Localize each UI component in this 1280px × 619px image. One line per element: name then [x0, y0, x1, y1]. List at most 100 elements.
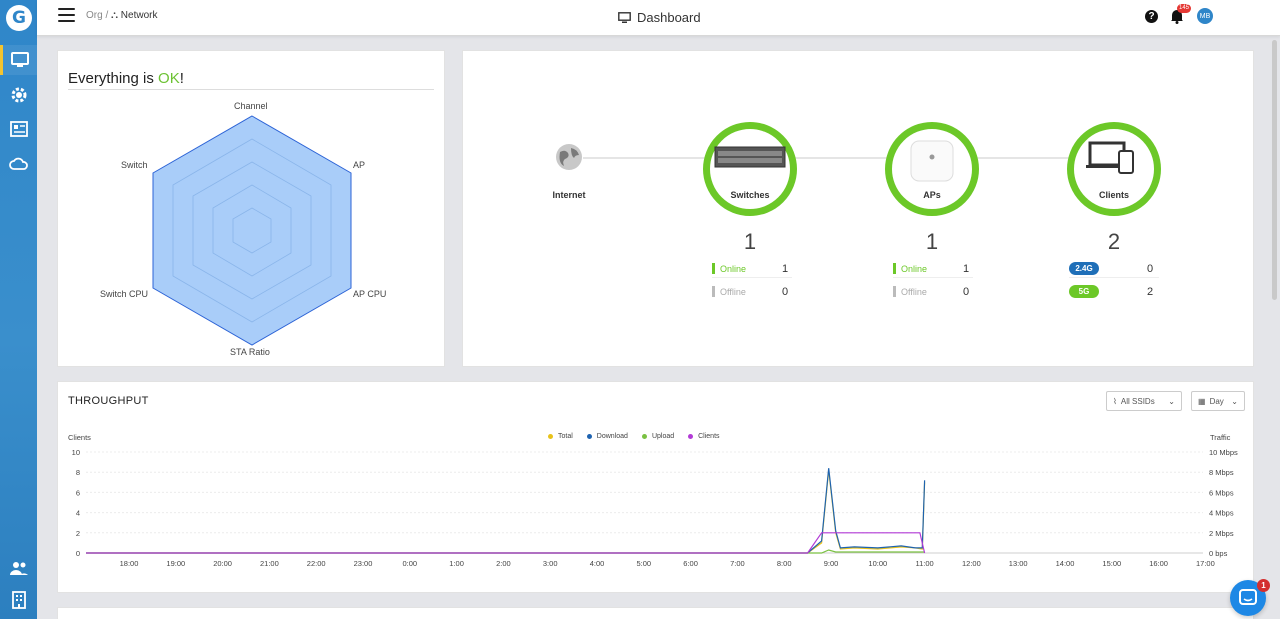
x-tick-label: 6:00 — [683, 559, 698, 568]
avatar[interactable]: MB — [1197, 8, 1213, 24]
radar-axis-ap: AP — [353, 160, 366, 170]
clients-node[interactable] — [1067, 122, 1161, 216]
x-tick-label: 0:00 — [402, 559, 417, 568]
radar-axis-sta-ratio: STA Ratio — [230, 347, 270, 357]
clients-band-5-row: 5G 2 — [1069, 284, 1159, 302]
x-tick-label: 8:00 — [777, 559, 792, 568]
chat-icon — [1239, 589, 1257, 605]
sidebar-item-dashboard[interactable] — [0, 45, 37, 75]
legend-item-download[interactable]: Download — [586, 433, 628, 440]
y-tick-label-right: 2 Mbps — [1209, 529, 1234, 538]
aps-offline-row: Offline 0 — [893, 284, 973, 302]
help-icon[interactable]: ? — [1145, 10, 1158, 23]
chart-legend: Total Download Upload Clients — [548, 433, 720, 440]
y-tick-label-left: 4 — [76, 509, 80, 518]
x-tick-label: 12:00 — [962, 559, 981, 568]
x-tick-label: 18:00 — [120, 559, 139, 568]
internet-label: Internet — [552, 190, 586, 200]
legend-item-total[interactable]: Total — [548, 433, 573, 440]
x-tick-label: 16:00 — [1149, 559, 1168, 568]
legend-item-upload[interactable]: Upload — [641, 433, 674, 440]
x-tick-label: 7:00 — [730, 559, 745, 568]
sidebar-item-organization[interactable] — [0, 585, 37, 615]
aps-label: APs — [923, 190, 941, 200]
y-tick-label-left: 2 — [76, 529, 80, 538]
access-point-icon — [910, 140, 954, 182]
y-tick-label-right: 6 Mbps — [1209, 488, 1234, 497]
calendar-icon: ▦ — [1198, 396, 1206, 406]
aps-online-row: Online 1 — [893, 261, 973, 279]
x-tick-label: 1:00 — [449, 559, 464, 568]
users-icon — [9, 562, 28, 575]
breadcrumb-network[interactable]: ⛬ Network — [111, 10, 158, 21]
breadcrumb-org[interactable]: Org / — [86, 10, 109, 21]
scrollbar[interactable] — [1272, 40, 1277, 300]
x-tick-label: 13:00 — [1009, 559, 1028, 568]
switches-label: Switches — [730, 190, 770, 200]
series-line-clients — [86, 532, 926, 554]
clients-label: Clients — [1098, 190, 1129, 200]
aps-node[interactable] — [885, 122, 979, 216]
topology-link — [583, 157, 1143, 159]
y-tick-label-right: 8 Mbps — [1209, 468, 1234, 477]
y-tick-label-right: 0 bps — [1209, 549, 1228, 558]
monitor-icon — [11, 52, 29, 67]
wifi-icon: ⌇ — [1113, 396, 1117, 406]
throughput-card: THROUGHPUT ⌇ All SSIDs ⌄ ▦ Day ⌄ Total Downl… — [57, 381, 1254, 593]
health-radar-chart — [152, 115, 352, 346]
chevron-down-icon: ⌄ — [1168, 396, 1175, 406]
sidebar-item-reports[interactable] — [0, 114, 37, 144]
x-tick-label: 4:00 — [590, 559, 605, 568]
x-tick-label: 15:00 — [1102, 559, 1121, 568]
sidebar-item-users[interactable] — [0, 553, 37, 583]
throughput-chart: 0 2 4 6 8 10 0 bps 2 Mbps 4 Mbps 6 Mbps 8 Mbps 10 M… — [72, 448, 1238, 568]
x-tick-label: 21:00 — [260, 559, 279, 568]
aps-count: 1 — [925, 229, 939, 254]
sidebar-item-cloud[interactable] — [0, 149, 37, 179]
series-line-total — [86, 470, 926, 554]
y-tick-label-left: 10 — [72, 448, 80, 457]
cloud-icon — [8, 157, 28, 170]
switches-online-row: Online 1 — [712, 261, 792, 279]
x-tick-label: 9:00 — [824, 559, 839, 568]
sidebar-item-settings[interactable] — [0, 80, 37, 110]
chat-badge: 1 — [1257, 579, 1270, 592]
x-tick-label: 20:00 — [213, 559, 232, 568]
building-icon — [11, 591, 26, 609]
sidebar: G — [0, 0, 37, 619]
throughput-title: THROUGHPUT — [68, 395, 149, 407]
topology-card: Internet Switches 1 Online 1 Offline 0 APs… — [462, 50, 1254, 367]
y-tick-label-left: 8 — [76, 468, 80, 477]
x-tick-label: 14:00 — [1056, 559, 1075, 568]
devices-icon — [1086, 141, 1134, 174]
y-tick-label-right: 10 Mbps — [1209, 448, 1238, 457]
y-tick-label-right: 4 Mbps — [1209, 509, 1234, 518]
radar-axis-switch: Switch — [121, 160, 148, 170]
legend-item-clients[interactable]: Clients — [688, 433, 720, 440]
x-tick-label: 10:00 — [868, 559, 887, 568]
clients-count: 2 — [1107, 229, 1121, 254]
range-filter-dropdown[interactable]: ▦ Day ⌄ — [1191, 391, 1245, 411]
app-logo[interactable]: G — [6, 5, 32, 31]
switches-node[interactable] — [703, 122, 797, 216]
switches-count: 1 — [743, 229, 757, 254]
x-tick-label: 11:00 — [915, 559, 933, 568]
gear-icon — [11, 87, 26, 103]
globe-icon — [556, 144, 582, 170]
menu-icon[interactable] — [58, 8, 75, 22]
ssid-filter-dropdown[interactable]: ⌇ All SSIDs ⌄ — [1106, 391, 1182, 411]
switch-icon — [714, 146, 786, 168]
health-status-title: Everything is OK! — [68, 70, 184, 87]
next-card — [57, 607, 1254, 619]
x-tick-label: 19:00 — [166, 559, 185, 568]
divider — [68, 89, 434, 90]
chevron-down-icon: ⌄ — [1231, 396, 1238, 406]
x-tick-label: 17:00 — [1196, 559, 1215, 568]
list-icon — [9, 121, 28, 137]
right-axis-title: Traffic — [1210, 433, 1231, 442]
notification-badge: 145 — [1177, 4, 1192, 13]
x-tick-label: 23:00 — [354, 559, 373, 568]
switches-offline-row: Offline 0 — [712, 284, 792, 302]
top-bar: Org / ⛬ Network Dashboard — [37, 0, 1280, 36]
x-tick-label: 2:00 — [496, 559, 511, 568]
